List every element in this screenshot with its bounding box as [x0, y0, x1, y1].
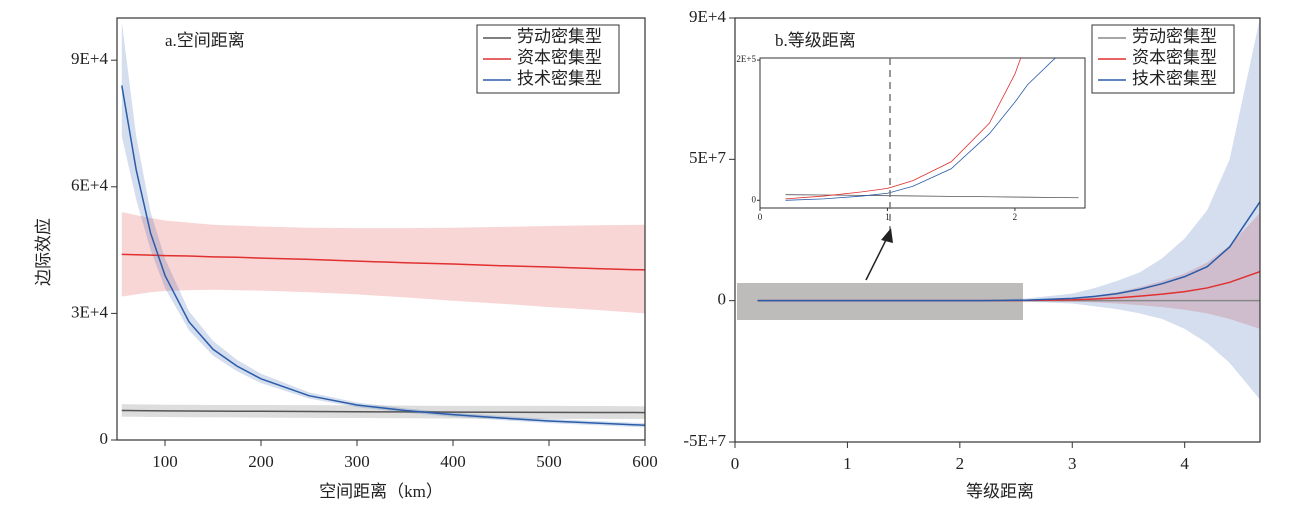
x-tick-label: 1: [843, 454, 852, 473]
legend-label: 资本密集型: [1132, 48, 1217, 67]
y-tick-label: 3E+4: [71, 302, 108, 321]
y-tick-label: 0: [100, 429, 109, 448]
series-line: [121, 409, 645, 414]
y-tick-label: 9E+4: [71, 49, 108, 68]
y-tick-label: 6E+4: [71, 176, 108, 195]
y-tick-label: -5E+7: [683, 431, 726, 450]
series-line: [785, 58, 1057, 201]
arrow-head: [881, 228, 893, 243]
x-tick-label: 500: [536, 452, 562, 471]
legend-label: 技术密集型: [1132, 69, 1217, 88]
x-tick-label: 2: [1013, 212, 1018, 222]
y-tick-label: 2E+5: [736, 54, 756, 64]
legend-label: 技术密集型: [517, 69, 602, 88]
x-tick-label: 100: [152, 452, 178, 471]
panel-title: b.等级距离: [775, 31, 856, 50]
x-tick-label: 0: [758, 212, 763, 222]
series-line: [757, 201, 1260, 302]
y-axis-label: 边际效应: [34, 218, 53, 286]
series-line: [785, 58, 1022, 200]
legend-label: 劳动密集型: [517, 27, 602, 46]
confidence-band: [121, 212, 645, 314]
x-tick-label: 3: [1068, 454, 1077, 473]
x-tick-label: 4: [1180, 454, 1189, 473]
x-tick-label: 200: [248, 452, 274, 471]
series-line: [785, 194, 1079, 199]
x-axis-label: 空间距离（km）: [319, 482, 443, 501]
x-tick-label: 1: [885, 212, 890, 222]
plot-frame: [116, 17, 646, 441]
x-tick-label: 600: [632, 452, 658, 471]
x-axis-label: 等级距离: [966, 482, 1034, 501]
y-tick-label: 0: [718, 290, 727, 309]
x-tick-label: 300: [344, 452, 370, 471]
series-line: [121, 85, 645, 426]
panel-title: a.空间距离: [165, 31, 245, 50]
x-tick-label: 400: [440, 452, 466, 471]
legend-label: 资本密集型: [517, 48, 602, 67]
plot-area: [121, 22, 645, 428]
plot-area: [785, 58, 1079, 201]
legend-label: 劳动密集型: [1132, 27, 1217, 46]
inset-frame: [759, 57, 1086, 209]
plot-frame: [734, 17, 1261, 443]
plot-area: [757, 18, 1260, 400]
arrow-shaft: [865, 235, 889, 281]
x-tick-label: 0: [731, 454, 740, 473]
x-tick-label: 2: [956, 454, 965, 473]
confidence-band: [757, 18, 1260, 400]
y-tick-label: 5E+7: [689, 148, 726, 167]
y-tick-label: 0: [752, 194, 757, 204]
y-tick-label: 9E+4: [689, 7, 726, 26]
highlight-box: [737, 283, 1023, 320]
